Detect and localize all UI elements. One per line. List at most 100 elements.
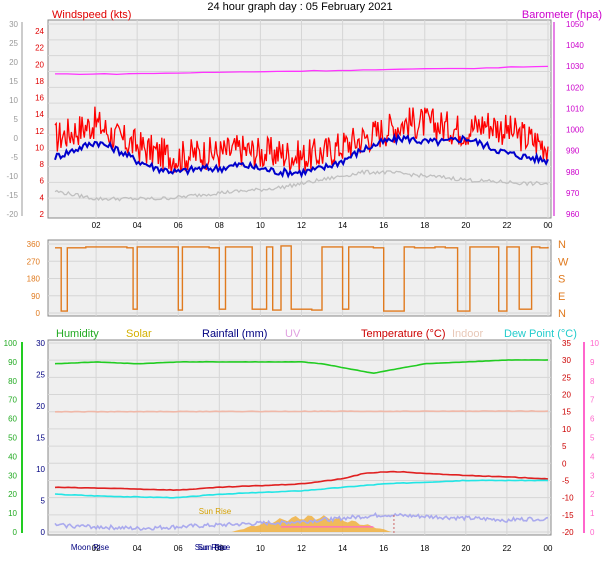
x-tick-label: 14 xyxy=(338,221,347,230)
thermo-series-line xyxy=(54,359,549,375)
x-tick-label: 20 xyxy=(461,221,470,230)
x-tick-label: 16 xyxy=(379,544,388,553)
wind-left-label: Windspeed (kts) xyxy=(52,9,131,21)
y-tick-label: 2 xyxy=(40,210,45,219)
y-tick-label: -10 xyxy=(6,172,18,181)
thermo-panel xyxy=(47,339,552,536)
y-tick-label: 0 xyxy=(41,528,46,537)
annotation-label: Sun Rise xyxy=(199,507,232,516)
x-tick-label: 12 xyxy=(297,544,306,553)
solar-area xyxy=(231,515,392,532)
y-tick-label: 5 xyxy=(562,442,567,451)
y-tick-label: 0 xyxy=(13,528,18,537)
legend-label: Solar xyxy=(126,328,152,340)
y-tick-label: 4 xyxy=(40,193,45,202)
y-tick-label: -20 xyxy=(6,210,18,219)
y-tick-label: 10 xyxy=(562,425,571,434)
y-tick-label: 15 xyxy=(9,77,18,86)
y-tick-label: 20 xyxy=(562,391,571,400)
wind-right-label: Barometer (hpa) xyxy=(522,9,602,21)
wind-series-line xyxy=(54,169,549,202)
y-tick-label: 60 xyxy=(8,415,17,424)
wind-series-line xyxy=(54,106,549,173)
y-tick-label: 20 xyxy=(36,402,45,411)
y-tick-label: -15 xyxy=(562,511,574,520)
y-tick-label: 25 xyxy=(36,371,45,380)
x-tick-label: 18 xyxy=(420,544,429,553)
y-tick-label: 25 xyxy=(562,373,571,382)
y-tick-label: 2 xyxy=(590,490,595,499)
y-tick-label: 25 xyxy=(9,39,18,48)
y-tick-label: 360 xyxy=(27,240,41,249)
y-tick-label: 4 xyxy=(590,452,595,461)
y-tick-label: 990 xyxy=(566,147,580,156)
y-tick-label: 10 xyxy=(590,339,599,348)
y-tick-label: 10 xyxy=(35,143,44,152)
y-tick-label: 10 xyxy=(9,96,18,105)
y-tick-label: 1030 xyxy=(566,62,584,71)
y-tick-label: 0 xyxy=(14,134,19,143)
x-tick-label: 22 xyxy=(502,544,511,553)
y-tick-label: 90 xyxy=(8,358,17,367)
y-tick-label: 9 xyxy=(590,358,595,367)
x-tick-label: 14 xyxy=(338,544,347,553)
y-tick-label: 30 xyxy=(9,20,18,29)
y-tick-label: 35 xyxy=(562,339,571,348)
y-tick-label: 5 xyxy=(590,434,595,443)
y-tick-label: 30 xyxy=(36,339,45,348)
y-tick-label: -20 xyxy=(562,528,574,537)
x-tick-label: 08 xyxy=(215,221,224,230)
y-tick-label: 180 xyxy=(27,275,41,284)
x-tick-label: 06 xyxy=(174,221,183,230)
y-tick-label: 6 xyxy=(40,177,45,186)
direction-line xyxy=(55,245,549,312)
y-tick-label: N xyxy=(558,308,566,320)
x-tick-label: 04 xyxy=(133,544,142,553)
y-tick-label: 30 xyxy=(562,356,571,365)
y-tick-label: 8 xyxy=(40,160,45,169)
y-tick-label: 5 xyxy=(41,497,46,506)
y-tick-label: 24 xyxy=(35,27,44,36)
x-tick-label: 10 xyxy=(256,544,265,553)
legend-label: Humidity xyxy=(56,328,99,340)
y-tick-label: -10 xyxy=(562,494,574,503)
legend-label: Indoor xyxy=(452,328,484,340)
y-tick-label: 1000 xyxy=(566,126,584,135)
legend-label: Dew Point (°C) xyxy=(504,328,577,340)
x-tick-label: 22 xyxy=(502,221,511,230)
thermo-series-line xyxy=(54,409,549,413)
x-tick-label: 12 xyxy=(297,221,306,230)
y-tick-label: 10 xyxy=(8,509,17,518)
y-tick-label: N xyxy=(558,239,566,251)
y-tick-label: 6 xyxy=(590,415,595,424)
y-tick-label: 8 xyxy=(590,377,595,386)
y-tick-label: S xyxy=(558,274,565,286)
y-tick-label: 90 xyxy=(31,292,40,301)
y-tick-label: 1020 xyxy=(566,83,584,92)
y-tick-label: -15 xyxy=(6,191,18,200)
graph-title: 24 hour graph day : 05 February 2021 xyxy=(207,1,392,13)
y-tick-label: 1050 xyxy=(566,20,584,29)
y-tick-label: 0 xyxy=(36,309,41,318)
x-tick-label: 04 xyxy=(133,221,142,230)
x-tick-label: 02 xyxy=(92,221,101,230)
y-tick-label: 10 xyxy=(36,465,45,474)
x-tick-label: 02 xyxy=(92,544,101,553)
legend-label: UV xyxy=(285,328,301,340)
y-tick-label: 50 xyxy=(8,434,17,443)
y-tick-label: 270 xyxy=(27,257,41,266)
legend-label: Rainfall (mm) xyxy=(202,328,267,340)
x-tick-label: 18 xyxy=(420,221,429,230)
y-tick-label: 18 xyxy=(35,77,44,86)
y-tick-label: 100 xyxy=(4,339,18,348)
y-tick-label: 14 xyxy=(35,110,44,119)
y-tick-label: 1 xyxy=(590,509,595,518)
y-tick-label: 960 xyxy=(566,210,580,219)
y-tick-label: 16 xyxy=(35,94,44,103)
y-tick-label: 40 xyxy=(8,452,17,461)
annotation-label: Moon Rise xyxy=(71,543,110,552)
y-tick-label: 970 xyxy=(566,189,580,198)
x-tick-label: 08 xyxy=(215,544,224,553)
x-tick-label: 20 xyxy=(461,544,470,553)
x-tick-label: 10 xyxy=(256,221,265,230)
